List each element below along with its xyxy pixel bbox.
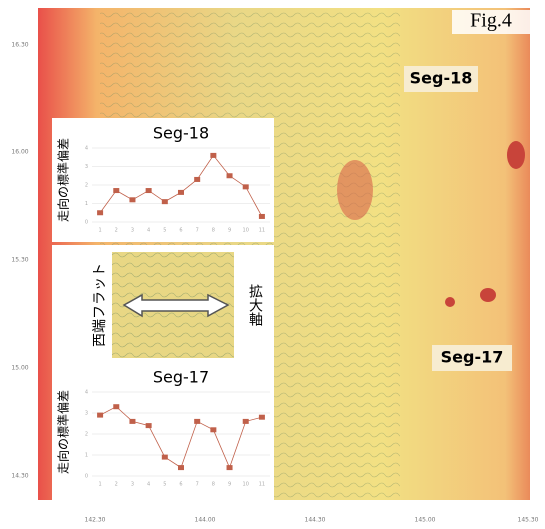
- point: [210, 427, 217, 433]
- y-tick-label: 4: [85, 390, 88, 396]
- y-tick-label: 2: [85, 432, 88, 438]
- x-tick-label: 8: [212, 228, 215, 234]
- point: [178, 189, 184, 195]
- point: [194, 418, 201, 424]
- x-tick-label: 3: [131, 482, 134, 488]
- x-tick-label: 3: [131, 228, 134, 234]
- point: [242, 418, 249, 424]
- x-tick-label: 11: [259, 228, 265, 234]
- x-tick-label: 6: [179, 228, 182, 234]
- chart-panel: [52, 118, 274, 242]
- y-tick-label: 0: [85, 220, 88, 226]
- point: [145, 188, 152, 194]
- x-tick-label: 10: [243, 482, 249, 488]
- x-tick-label: 7: [196, 482, 199, 488]
- x-tick-label: 4: [147, 228, 150, 234]
- chart-title: Seg-18: [153, 124, 209, 143]
- point: [161, 454, 168, 460]
- point: [161, 199, 168, 205]
- point: [258, 213, 265, 219]
- seamount: [480, 288, 496, 302]
- arrow: [122, 293, 230, 318]
- lat-label: 15.00: [11, 365, 28, 372]
- x-tick-label: 10: [243, 228, 249, 234]
- lon-label: 144.00: [195, 517, 216, 524]
- x-tick-label: 11: [259, 482, 265, 488]
- chart-title: Seg-17: [153, 368, 209, 387]
- x-tick-label: 7: [196, 228, 199, 234]
- y-tick-label: 4: [85, 146, 88, 152]
- x-tick-label: 6: [179, 482, 182, 488]
- y-tick-label: 2: [85, 183, 88, 189]
- y-axis-label: 走向の標準偏差: [56, 390, 71, 474]
- y-tick-label: 3: [85, 411, 88, 417]
- x-tick-label: 8: [212, 482, 215, 488]
- x-tick-label: 2: [115, 482, 118, 488]
- inset-label: 西端フラット: [92, 263, 108, 347]
- point: [258, 414, 265, 420]
- y-tick-label: 0: [85, 474, 88, 480]
- lon-label: 145.30: [518, 517, 539, 524]
- label-bg: [452, 10, 530, 34]
- lon-label: 144.30: [305, 517, 326, 524]
- y-axis-label: 走向の標準偏差: [56, 138, 71, 222]
- point: [97, 412, 104, 418]
- point: [97, 210, 104, 216]
- point: [113, 188, 120, 194]
- lat-label: 15.30: [11, 257, 28, 264]
- y-tick-label: 1: [85, 453, 88, 459]
- inset-label: 拡大軸: [247, 284, 263, 326]
- figure-label: Fig.4: [470, 10, 512, 32]
- point: [129, 197, 136, 203]
- point: [226, 173, 233, 179]
- x-tick-label: 1: [98, 482, 101, 488]
- x-tick-label: 9: [228, 228, 231, 234]
- seamount: [337, 160, 373, 220]
- point: [113, 404, 120, 410]
- map-label: Seg-17: [441, 348, 504, 367]
- lat-label: 14.30: [11, 473, 28, 480]
- x-tick-label: 5: [163, 482, 166, 488]
- x-tick-label: 2: [115, 228, 118, 234]
- point: [129, 418, 136, 424]
- lon-label: 145.00: [415, 517, 436, 524]
- map-label: Seg-18: [410, 69, 473, 88]
- point: [178, 465, 184, 471]
- lat-label: 16.00: [11, 149, 28, 156]
- label-bg: [404, 66, 478, 92]
- x-tick-label: 1: [98, 228, 101, 234]
- point: [226, 465, 233, 471]
- y-tick-label: 3: [85, 164, 88, 170]
- point: [210, 152, 217, 158]
- seamount: [445, 297, 455, 307]
- seamount: [507, 141, 525, 169]
- x-tick-label: 9: [228, 482, 231, 488]
- point: [145, 423, 152, 429]
- x-tick-label: 4: [147, 482, 150, 488]
- y-tick-label: 1: [85, 201, 88, 207]
- lon-label: 142.30: [85, 517, 106, 524]
- point: [242, 184, 249, 190]
- x-tick-label: 5: [163, 228, 166, 234]
- lat-label: 16.30: [11, 42, 28, 49]
- label-bg: [432, 345, 512, 371]
- chart-panel: [52, 362, 274, 502]
- point: [194, 176, 201, 182]
